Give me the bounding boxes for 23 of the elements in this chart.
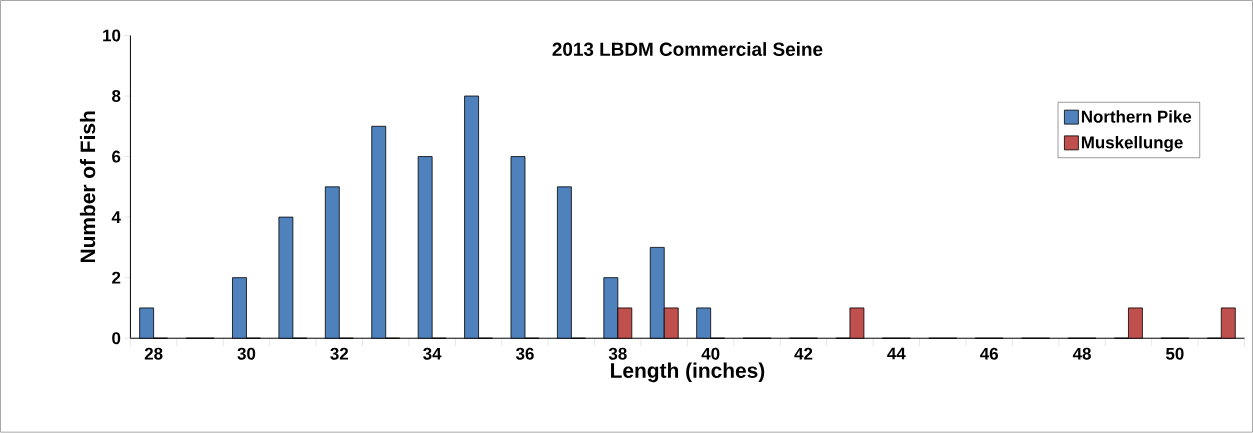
x-tick-label: 30 [237,347,256,360]
legend-label: Northern Pike [1081,110,1192,123]
y-tick-label: 2 [112,271,121,284]
y-tick-label: 0 [112,332,121,345]
x-tick-label: 28 [144,347,163,360]
x-tick-label: 42 [794,347,813,360]
y-tick-label: 4 [111,211,121,224]
x-tick-label: 46 [980,347,998,360]
x-tick-label: 32 [330,347,349,360]
y-tick-label: 10 [103,29,121,42]
chart-title: 2013 LBDM Commercial Seine [552,42,823,57]
x-tick-label: 48 [1072,347,1091,360]
y-tick-label: 8 [112,90,121,103]
y-tick-label: 6 [112,150,121,163]
x-tick-label: 34 [423,347,442,360]
x-tick-label: 36 [515,347,534,360]
legend-label: Muskellunge [1081,136,1183,153]
x-tick-label: 40 [701,347,720,360]
x-tick-label: 50 [1165,347,1184,360]
x-tick-label: 44 [887,347,906,360]
x-axis-title: Length (inches) [611,362,765,383]
x-tick-label: 38 [608,347,627,360]
y-axis-title: Number of Fish [79,111,96,263]
